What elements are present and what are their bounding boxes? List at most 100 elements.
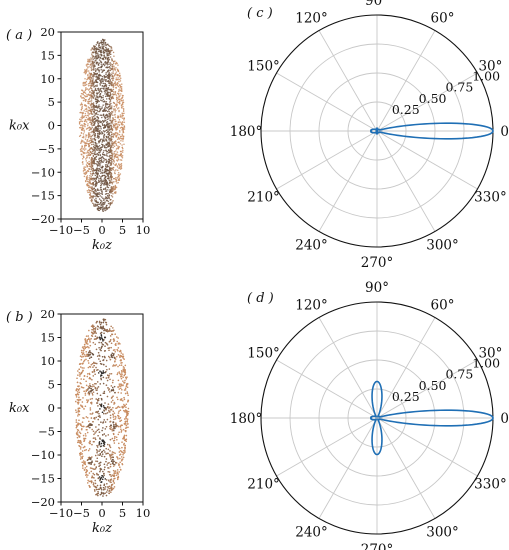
scatter-point: [109, 358, 112, 361]
scatter-point: [85, 99, 87, 101]
scatter-point: [103, 184, 105, 186]
scatter-point: [99, 327, 101, 329]
scatter-point: [106, 89, 108, 92]
scatter-point: [92, 420, 94, 423]
scatter-point: [118, 410, 120, 413]
scatter-point: [96, 72, 98, 75]
scatter-point: [92, 96, 95, 98]
scatter-point: [88, 181, 91, 183]
scatter-point: [93, 61, 96, 63]
scatter-point: [115, 78, 117, 81]
scatter-point: [96, 320, 98, 323]
scatter-point: [79, 134, 82, 137]
scatter-point: [81, 128, 83, 130]
scatter-point: [102, 100, 105, 103]
scatter-point: [101, 440, 104, 443]
scatter-point: [108, 134, 110, 136]
scatter-point: [111, 428, 114, 430]
scatter-point: [89, 192, 92, 194]
scatter-point: [103, 463, 106, 466]
scatter-point: [121, 441, 123, 443]
scatter-point: [118, 89, 120, 91]
scatter-point: [91, 190, 93, 193]
scatter-point: [119, 409, 122, 412]
scatter-point: [82, 99, 85, 102]
scatter-point: [113, 109, 115, 111]
scatter-point: [118, 463, 120, 466]
scatter-point: [89, 383, 91, 385]
scatter-point: [84, 89, 87, 92]
scatter-point: [87, 343, 89, 345]
scatter-point: [91, 148, 94, 151]
scatter-point: [111, 474, 114, 476]
scatter-point: [106, 120, 109, 123]
scatter-point: [117, 354, 120, 356]
scatter-point: [100, 63, 103, 65]
scatter-point: [89, 175, 91, 177]
scatter-point: [102, 382, 105, 385]
scatter-point: [79, 432, 82, 435]
scatter-point: [87, 149, 89, 152]
scatter-point: [118, 72, 121, 75]
scatter-point: [87, 89, 90, 91]
scatter-point: [94, 468, 97, 470]
scatter-point: [117, 64, 119, 66]
scatter-point: [116, 78, 119, 81]
scatter-point: [101, 355, 104, 358]
scatter-point: [113, 427, 115, 430]
scatter-point: [91, 64, 93, 66]
scatter-point: [84, 166, 87, 168]
scatter-point: [101, 100, 103, 102]
scatter-point: [103, 174, 106, 177]
scatter-point: [107, 75, 110, 78]
scatter-point: [97, 205, 100, 208]
scatter-point: [107, 70, 109, 73]
scatter-point: [112, 123, 115, 126]
scatter-point: [121, 99, 123, 102]
scatter-point: [89, 142, 91, 145]
scatter-point: [84, 138, 87, 140]
scatter-point: [112, 72, 115, 74]
scatter-point: [122, 135, 125, 137]
scatter-point: [104, 428, 107, 430]
scatter-point: [111, 125, 113, 128]
scatter-point: [119, 406, 121, 409]
scatter-point: [116, 336, 118, 338]
scatter-point: [87, 112, 89, 114]
y-tick-label: 20: [40, 25, 55, 39]
scatter-point: [80, 95, 82, 98]
scatter-point: [95, 366, 97, 369]
scatter-point: [122, 105, 124, 108]
scatter-point: [81, 453, 83, 455]
scatter-point: [121, 372, 123, 374]
scatter-point: [122, 128, 125, 130]
scatter-point: [113, 82, 115, 85]
scatter-point: [87, 360, 89, 362]
scatter-point: [96, 84, 98, 86]
scatter-point: [97, 54, 100, 57]
scatter-point: [124, 392, 127, 395]
scatter-point: [123, 434, 126, 437]
scatter-point: [105, 129, 108, 131]
scatter-point: [90, 135, 93, 138]
scatter-point: [84, 84, 87, 86]
scatter-point: [109, 45, 111, 48]
scatter-point: [101, 146, 103, 149]
scatter-point: [104, 197, 106, 200]
scatter-point: [97, 397, 100, 400]
scatter-point: [96, 328, 99, 330]
scatter-point: [97, 105, 99, 107]
scatter-point: [121, 96, 124, 98]
scatter-point: [102, 114, 105, 117]
scatter-point: [80, 366, 82, 368]
scatter-point: [101, 208, 104, 211]
scatter-point: [123, 358, 125, 360]
scatter-point: [103, 136, 105, 138]
scatter-point: [90, 69, 93, 72]
scatter-point: [110, 342, 113, 345]
scatter-point: [119, 114, 122, 116]
scatter-point: [91, 108, 93, 110]
scatter-point: [86, 108, 88, 111]
scatter-point: [109, 146, 112, 149]
scatter-point: [85, 341, 88, 344]
